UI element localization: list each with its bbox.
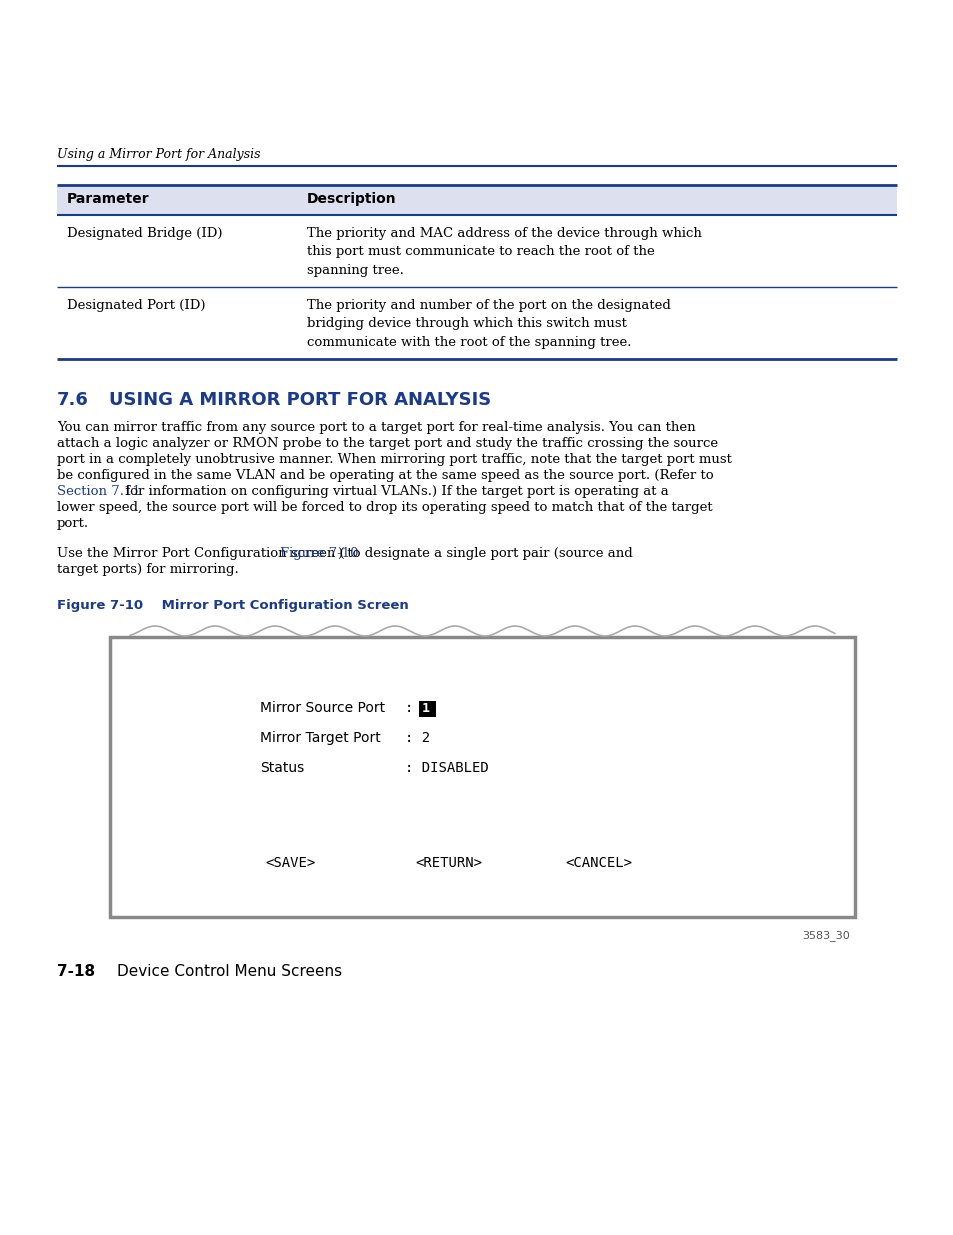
Text: USING A MIRROR PORT FOR ANALYSIS: USING A MIRROR PORT FOR ANALYSIS <box>109 391 491 409</box>
Text: Use the Mirror Port Configuration screen (: Use the Mirror Port Configuration screen… <box>57 547 344 559</box>
Text: be configured in the same VLAN and be operating at the same speed as the source : be configured in the same VLAN and be op… <box>57 469 713 482</box>
Text: 7.6: 7.6 <box>57 391 89 409</box>
Text: <RETURN>: <RETURN> <box>415 856 481 869</box>
Text: Status: Status <box>260 761 304 776</box>
Text: attach a logic analyzer or RMON probe to the target port and study the traffic c: attach a logic analyzer or RMON probe to… <box>57 437 718 450</box>
Text: 3583_30: 3583_30 <box>801 930 849 941</box>
Text: Device Control Menu Screens: Device Control Menu Screens <box>117 965 342 979</box>
Text: : DISABLED: : DISABLED <box>405 761 488 776</box>
Text: lower speed, the source port will be forced to drop its operating speed to match: lower speed, the source port will be for… <box>57 501 712 514</box>
Bar <box>418 701 436 718</box>
Text: Designated Port (ID): Designated Port (ID) <box>67 299 205 312</box>
Text: ) to designate a single port pair (source and: ) to designate a single port pair (sourc… <box>337 547 632 559</box>
Text: <SAVE>: <SAVE> <box>265 856 314 869</box>
Bar <box>57 185 896 215</box>
Text: Designated Bridge (ID): Designated Bridge (ID) <box>67 227 222 240</box>
Text: target ports) for mirroring.: target ports) for mirroring. <box>57 563 238 576</box>
Text: You can mirror traffic from any source port to a target port for real-time analy: You can mirror traffic from any source p… <box>57 421 695 433</box>
Text: The priority and MAC address of the device through which
this port must communic: The priority and MAC address of the devi… <box>307 227 701 277</box>
Text: for information on configuring virtual VLANs.) If the target port is operating a: for information on configuring virtual V… <box>120 485 668 498</box>
Text: 7-18: 7-18 <box>57 965 95 979</box>
Text: : 2: : 2 <box>405 731 430 745</box>
Text: Figure 7-10    Mirror Port Configuration Screen: Figure 7-10 Mirror Port Configuration Sc… <box>57 599 408 613</box>
Text: <CANCEL>: <CANCEL> <box>564 856 631 869</box>
Text: Description: Description <box>307 191 396 206</box>
Text: 1: 1 <box>421 701 430 715</box>
Text: :: : <box>405 701 421 715</box>
Text: Parameter: Parameter <box>67 191 150 206</box>
Bar <box>110 637 854 918</box>
Text: Section 7.11: Section 7.11 <box>57 485 141 498</box>
Text: port.: port. <box>57 517 89 530</box>
Text: Using a Mirror Port for Analysis: Using a Mirror Port for Analysis <box>57 148 260 161</box>
Text: port in a completely unobtrusive manner. When mirroring port traffic, note that : port in a completely unobtrusive manner.… <box>57 453 731 466</box>
Text: Mirror Source Port: Mirror Source Port <box>260 701 385 715</box>
Text: The priority and number of the port on the designated
bridging device through wh: The priority and number of the port on t… <box>307 299 670 350</box>
Text: Mirror Target Port: Mirror Target Port <box>260 731 380 745</box>
Text: Figure 7-10: Figure 7-10 <box>279 547 357 559</box>
